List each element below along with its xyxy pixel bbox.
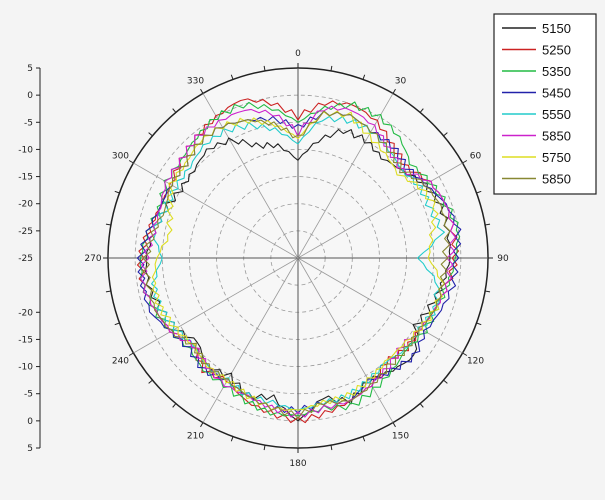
angle-label-210: 210	[187, 432, 204, 442]
legend-box	[493, 13, 597, 195]
angle-tick-290	[114, 190, 120, 194]
angle-tick-50	[443, 132, 448, 137]
legend-label-7: 5850	[542, 172, 571, 187]
angle-label-300: 300	[112, 152, 129, 162]
angle-tick-320	[172, 108, 177, 113]
radial-tick-label-lower-1: -15	[18, 335, 33, 345]
angle-label-240: 240	[112, 357, 129, 367]
angle-tick-340	[230, 74, 234, 80]
series-line-5	[139, 105, 457, 418]
angle-tick-310	[148, 132, 153, 137]
spoke-60	[297, 162, 463, 259]
radial-tick-label-upper-0: 5	[27, 64, 33, 74]
radial-tick-label-lower-2: -10	[18, 363, 33, 373]
legend-label-6: 5750	[542, 150, 571, 165]
spoke-150	[297, 257, 394, 423]
angle-tick-220	[172, 403, 177, 408]
series-line-7	[142, 110, 451, 420]
angle-tick-130	[443, 379, 448, 384]
spoke-300	[133, 162, 299, 259]
spoke-210	[202, 257, 299, 423]
spoke-330	[202, 93, 299, 259]
angle-tick-350	[263, 65, 266, 71]
radial-tick-label-lower-0: -20	[18, 308, 33, 318]
angle-tick-70	[476, 190, 482, 194]
angle-tick-150	[392, 422, 396, 428]
angle-label-150: 150	[392, 432, 409, 442]
angle-label-0: 0	[295, 49, 301, 59]
angle-tick-240	[128, 352, 134, 356]
angle-tick-260	[105, 290, 111, 293]
legend-label-3: 5450	[542, 86, 571, 101]
angle-tick-20	[362, 74, 366, 80]
angle-tick-30	[392, 88, 396, 94]
angle-tick-250	[114, 322, 120, 326]
spoke-120	[297, 257, 463, 354]
angle-tick-140	[419, 403, 424, 408]
angle-tick-160	[362, 436, 366, 442]
legend-label-4: 5550	[542, 107, 571, 122]
angle-tick-170	[330, 445, 333, 451]
radial-tick-label-lower-3: -5	[24, 390, 33, 400]
radial-tick-label-upper-4: -15	[18, 173, 33, 183]
angle-label-90: 90	[497, 254, 509, 264]
spoke-240	[133, 257, 299, 354]
radial-tick-label-upper-1: 0	[27, 91, 33, 101]
radial-tick-label-upper-6: -25	[18, 227, 33, 237]
angle-tick-280	[105, 223, 111, 226]
angle-tick-100	[485, 290, 491, 293]
angle-tick-110	[476, 322, 482, 326]
angle-tick-300	[128, 160, 134, 164]
angle-tick-190	[263, 445, 266, 451]
series-line-6	[151, 110, 445, 412]
angle-label-180: 180	[289, 459, 306, 469]
angle-tick-80	[485, 223, 491, 226]
legend-label-5: 5850	[542, 129, 571, 144]
radial-tick-label-upper-2: -5	[24, 118, 33, 128]
angle-tick-230	[148, 379, 153, 384]
angle-label-270: 270	[84, 254, 101, 264]
radial-tick-label-lower-4: 0	[27, 417, 33, 427]
radial-tick-label-upper-3: -10	[18, 145, 33, 155]
radial-tick-label-center: -25	[18, 254, 33, 264]
angle-tick-210	[200, 422, 204, 428]
legend-label-2: 5350	[542, 64, 571, 79]
angle-tick-40	[419, 108, 424, 113]
radial-tick-label-upper-5: -20	[18, 200, 33, 210]
angle-label-120: 120	[467, 357, 484, 367]
angle-tick-10	[330, 65, 333, 71]
angle-tick-60	[462, 160, 468, 164]
series-line-2	[139, 101, 461, 417]
angle-label-30: 30	[395, 76, 407, 86]
angle-label-330: 330	[187, 76, 204, 86]
legend-label-1: 5250	[542, 43, 571, 58]
angle-label-60: 60	[470, 152, 482, 162]
angle-tick-330	[200, 88, 204, 94]
legend-label-0: 5150	[542, 21, 571, 36]
radial-tick-label-lower-5: 5	[27, 444, 33, 454]
angle-tick-120	[462, 352, 468, 356]
angle-tick-200	[230, 436, 234, 442]
